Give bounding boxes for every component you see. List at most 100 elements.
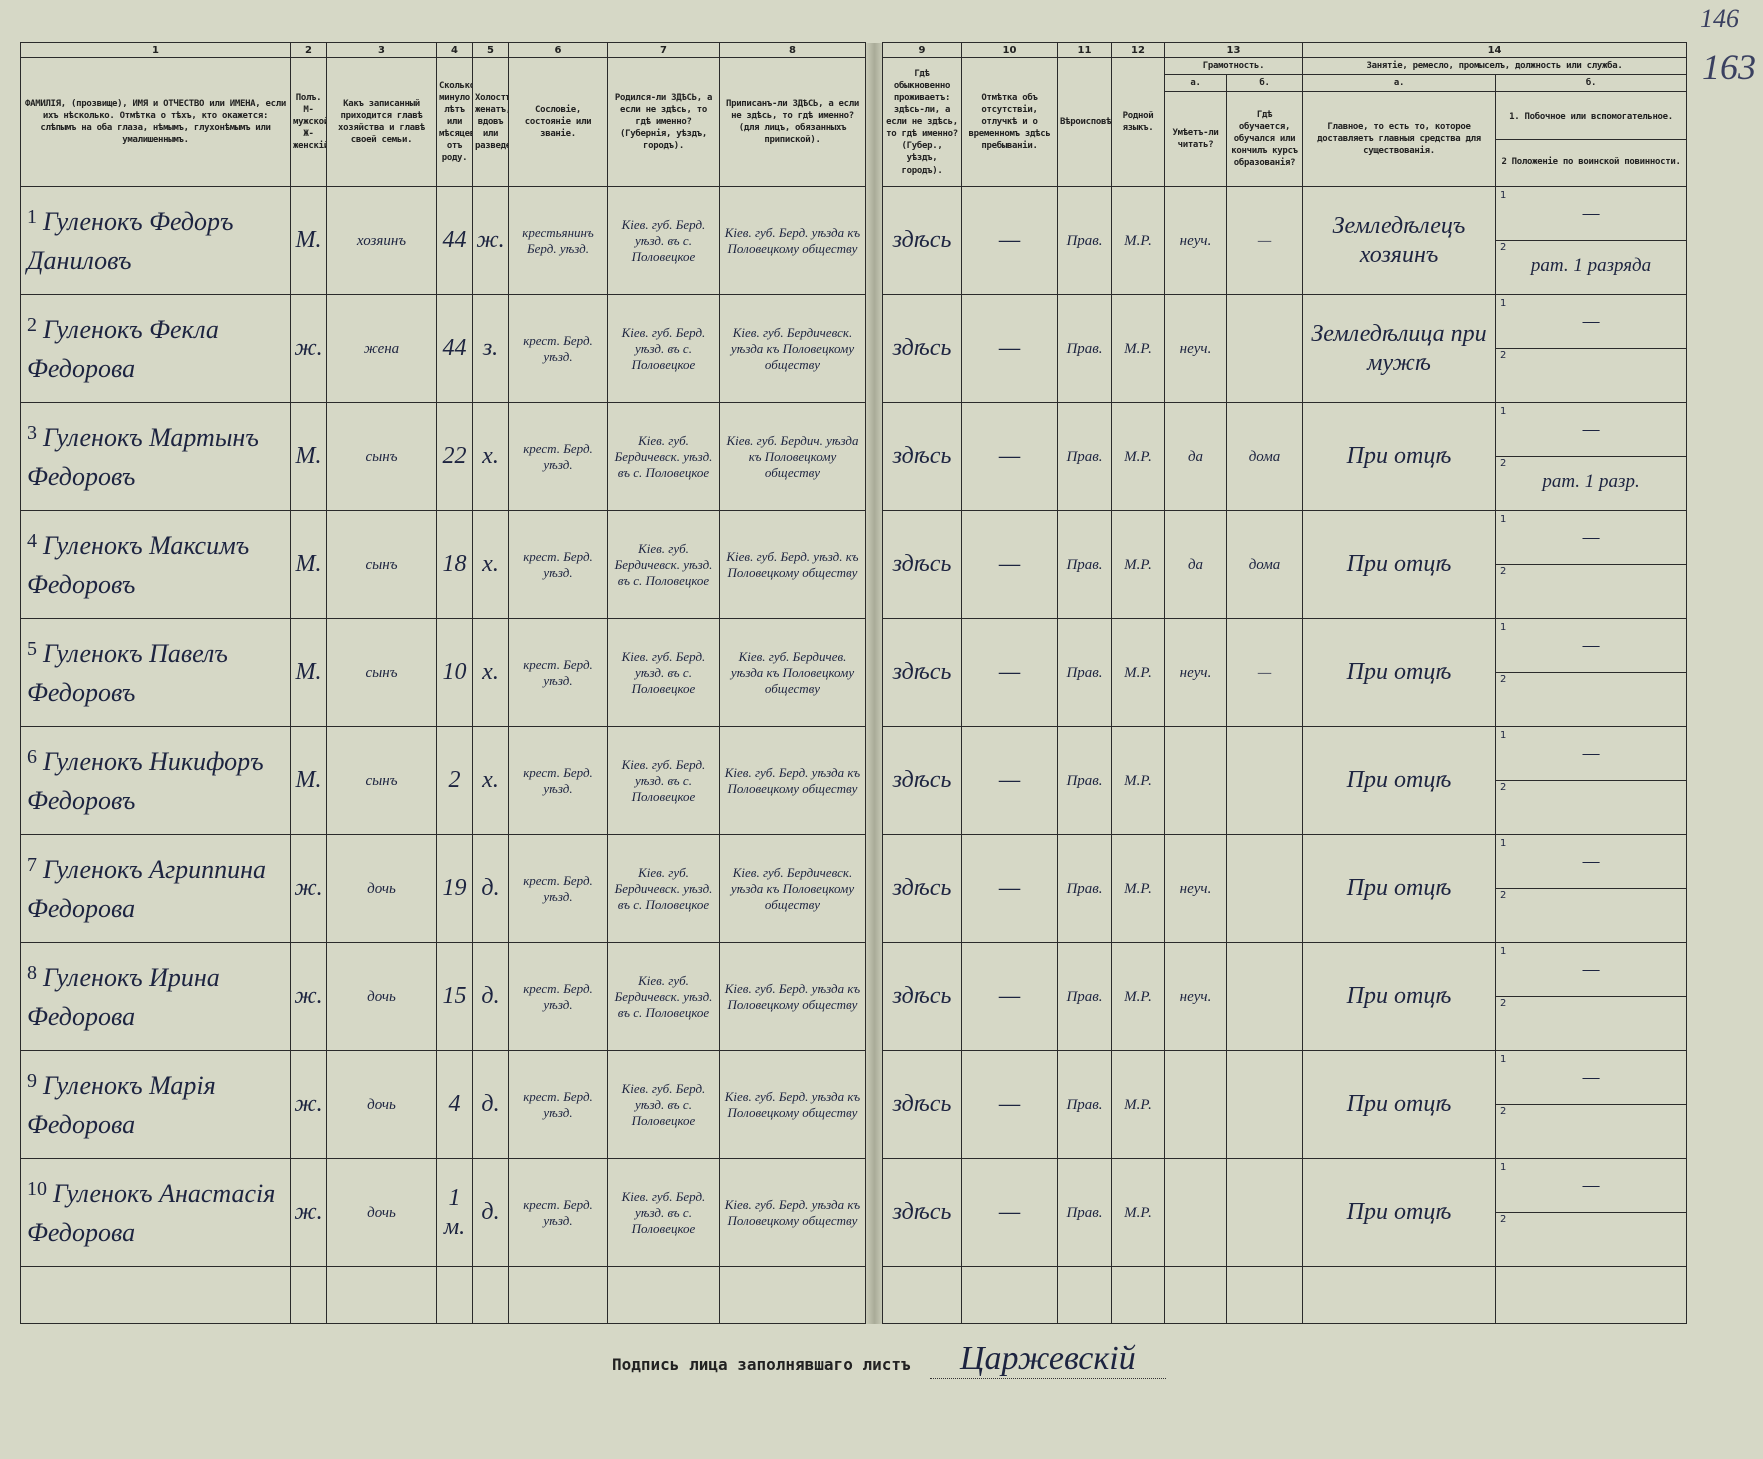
- occupation-cell: При отцѣ: [1302, 402, 1497, 512]
- absence-cell: —: [961, 1050, 1058, 1160]
- marital-cell: з.: [472, 294, 509, 404]
- name-cell: 10 Гуленокъ Анастасія Федорова: [20, 1158, 291, 1268]
- sex-cell: ж.: [290, 1050, 327, 1160]
- language-cell: М.Р.: [1111, 1158, 1165, 1268]
- residence-cell: здѣсь: [882, 294, 962, 404]
- estate-cell: крест. Берд. уѣзд.: [508, 510, 608, 620]
- religion-cell: Прав.: [1057, 402, 1112, 512]
- aux-value: —: [1582, 419, 1600, 441]
- aux-cell: 1—2 рат. 1 разр.: [1495, 402, 1688, 512]
- religion-cell: Прав.: [1057, 1158, 1112, 1268]
- relation-cell: сынъ: [326, 510, 437, 620]
- subline-number: 2: [1500, 350, 1507, 362]
- aux-line: 1—: [1497, 729, 1686, 780]
- empty-cell: [472, 1266, 509, 1325]
- aux-cell: 1—2: [1495, 618, 1688, 728]
- page-number: 146: [1700, 4, 1739, 33]
- person-row: 3 Гуленокъ Мартынъ Федоровъ М. сынъ 22 х. крес…: [20, 402, 1688, 512]
- row-number: 3: [27, 421, 37, 444]
- absence-cell: —: [961, 618, 1058, 728]
- column-number: 7: [607, 42, 720, 58]
- subline-number: 2: [1500, 998, 1507, 1010]
- subline-number: 1: [1500, 1054, 1507, 1066]
- empty-cell: [1164, 1266, 1227, 1325]
- age-cell: 19: [436, 834, 473, 944]
- aux-cell: 1 — 2: [1495, 1050, 1688, 1160]
- empty-cell: [607, 1266, 720, 1325]
- sex-cell: М.: [290, 402, 327, 512]
- estate-cell: крестьянинъ Берд. уѣзд.: [508, 186, 608, 296]
- empty-cell: [1225, 1266, 1304, 1325]
- aux-cell: 1—2: [1495, 942, 1688, 1052]
- empty-cell: [719, 1266, 866, 1325]
- aux-value: —: [1582, 1067, 1600, 1089]
- school-cell: [1225, 834, 1304, 944]
- name-cell: 9 Гуленокъ Марія Федорова: [20, 1050, 291, 1160]
- sex-cell: М.: [290, 618, 327, 728]
- aux-line: 1—: [1497, 837, 1686, 888]
- absence-cell: —: [961, 402, 1058, 512]
- person-name: Гуленокъ Марія Федорова: [27, 1070, 216, 1139]
- literate-cell: неуч.: [1164, 618, 1227, 728]
- marital-cell: х.: [472, 402, 509, 512]
- fold: [865, 618, 883, 727]
- school-cell: дома: [1225, 402, 1304, 512]
- relation-cell: сынъ: [326, 402, 437, 512]
- person-row: 4 Гуленокъ Максимъ Федоровъ М. сынъ 18 х. крес…: [20, 510, 1688, 620]
- language-cell: М.Р.: [1111, 834, 1165, 944]
- subline-number: 1: [1500, 298, 1507, 310]
- estate-cell: крест. Берд. уѣзд.: [508, 834, 608, 944]
- literate-cell: [1164, 726, 1227, 836]
- column-header: Гдѣ обучается, обучался или кончилъ курс…: [1225, 91, 1304, 188]
- empty-cell: [882, 1266, 962, 1325]
- absence-cell: —: [961, 1158, 1058, 1268]
- sex-cell: ж.: [290, 294, 327, 404]
- sex-cell: М.: [290, 726, 327, 836]
- census-table: 1 2 3 4 5 6 7 8 9 10 11 12 13 14 ФАМИЛІЯ, (прозвище), …: [20, 42, 1688, 1325]
- born-cell: Кіев. губ. Бердичевск. уѣзд. въ с. Полов…: [607, 942, 720, 1052]
- religion-cell: Прав.: [1057, 618, 1112, 728]
- military-value: рат. 1 разр.: [1542, 471, 1640, 493]
- column-header: Гдѣ обыкновенно проживаетъ: здѣсь-ли, а …: [882, 56, 962, 188]
- aux-line: 2: [1496, 780, 1686, 832]
- aux-line: 2 рат. 1 разр.: [1496, 456, 1686, 508]
- group-header: Грамотность.: [1163, 56, 1304, 76]
- literate-cell: да: [1164, 402, 1227, 512]
- column-header: 1. Побочное или вспомогательное. 2 Положе…: [1495, 91, 1688, 188]
- aux-line: 2: [1496, 672, 1686, 724]
- age-cell: 10: [436, 618, 473, 728]
- fold: [865, 294, 883, 403]
- aux-cell: 1—2 рат. 1 разряда: [1495, 186, 1688, 296]
- column-header: Главное, то есть то, которое доставляетъ…: [1302, 91, 1497, 188]
- school-cell: —: [1225, 186, 1304, 296]
- residence-cell: здѣсь: [882, 618, 962, 728]
- aux-line: 2: [1496, 348, 1686, 400]
- age-cell: 2: [436, 726, 473, 836]
- column-header: Родной языкъ.: [1111, 56, 1165, 188]
- aux-cell: 1—2: [1495, 1158, 1688, 1268]
- literate-cell: неуч.: [1164, 834, 1227, 944]
- fold: [865, 57, 883, 187]
- marital-cell: д.: [472, 1050, 509, 1160]
- row-number: 9: [27, 1069, 37, 1092]
- empty-cell: [1057, 1266, 1112, 1325]
- occupation-cell: При отцѣ: [1302, 834, 1497, 944]
- school-cell: —: [1225, 618, 1304, 728]
- registered-cell: Кіев. губ. Бердичевск. уѣзда къ Половецк…: [719, 294, 866, 404]
- religion-cell: Прав.: [1057, 1050, 1112, 1160]
- relation-cell: сынъ: [326, 726, 437, 836]
- marital-cell: д.: [472, 1158, 509, 1268]
- subline-number: 1: [1500, 730, 1507, 742]
- absence-cell: —: [961, 186, 1058, 296]
- marital-cell: д.: [472, 834, 509, 944]
- school-cell: [1225, 726, 1304, 836]
- aux-line: 2 рат. 1 разряда: [1496, 240, 1686, 292]
- column-header: Приписанъ-ли ЗДѢСЬ, а если не здѣсь, то …: [719, 56, 866, 188]
- column-header: Сколько минуло лѣтъ или мѣсяцевъ отъ род…: [436, 56, 473, 188]
- registered-cell: Кіев. губ. Берд. уѣзда къ Половецкому об…: [719, 1158, 866, 1268]
- column-number: 14: [1302, 42, 1688, 58]
- row-number: 7: [27, 853, 37, 876]
- empty-cell: [1111, 1266, 1165, 1325]
- aux-line: 2: [1496, 1104, 1686, 1156]
- subline-number: 2: [1500, 566, 1507, 578]
